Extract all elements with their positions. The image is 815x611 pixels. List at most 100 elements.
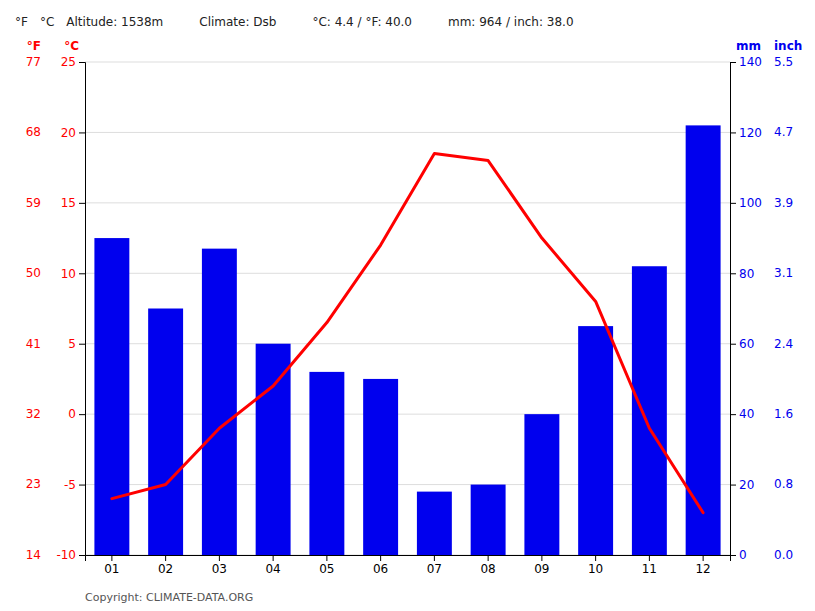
secondary-tick-label: 4.7 xyxy=(774,125,793,139)
secondary-tick-label: 5.5 xyxy=(774,55,793,69)
bar xyxy=(148,309,183,556)
chart: 010203040506070809101112-10-505101520250… xyxy=(0,0,815,611)
tick-label: 11 xyxy=(642,562,657,576)
tick-mark xyxy=(488,555,489,561)
secondary-tick-label: 41 xyxy=(26,337,41,351)
bar xyxy=(524,414,559,555)
tick-mark xyxy=(326,555,327,561)
tick-mark xyxy=(730,555,736,556)
tick-mark xyxy=(703,555,704,561)
tick-mark xyxy=(730,414,736,415)
tick-label: 08 xyxy=(480,562,495,576)
tick: 25 xyxy=(61,55,85,69)
tick: 60 xyxy=(730,337,754,351)
bar xyxy=(309,372,344,555)
axis-line xyxy=(86,556,731,562)
tick-mark xyxy=(730,132,736,133)
secondary-tick-label: 0.0 xyxy=(774,548,793,562)
tick-mark xyxy=(79,414,85,415)
tick: 100 xyxy=(730,196,762,210)
tick-label: -10 xyxy=(56,548,76,562)
tick-mark xyxy=(380,555,381,561)
tick: 10 xyxy=(61,267,85,281)
tick-mark xyxy=(730,62,736,63)
axis-title: °F xyxy=(27,39,41,53)
tick-label: 02 xyxy=(158,562,173,576)
tick: 140 xyxy=(730,55,762,69)
axis-line xyxy=(79,63,86,556)
tick-label: 09 xyxy=(534,562,549,576)
bar xyxy=(632,266,667,555)
plot-area xyxy=(94,125,720,555)
tick-label: 0 xyxy=(739,548,747,562)
tick: 15 xyxy=(61,196,85,210)
bar xyxy=(578,326,613,555)
tick: 20 xyxy=(730,478,754,492)
tick-mark xyxy=(730,203,736,204)
tick-mark xyxy=(79,62,85,63)
secondary-tick-label: 59 xyxy=(26,196,41,210)
y2-axis: 0 20 40 60 80 100 120 140 xyxy=(730,55,762,562)
tick-label: 10 xyxy=(588,562,603,576)
secondary-tick-label: 2.4 xyxy=(774,337,793,351)
tick-label: 60 xyxy=(739,337,754,351)
tick: 11 xyxy=(642,555,657,576)
tick: 40 xyxy=(730,407,754,421)
tick-mark xyxy=(79,203,85,204)
tick: -5 xyxy=(64,478,85,492)
tick-label: 120 xyxy=(739,126,762,140)
secondary-tick-label: 23 xyxy=(26,477,41,491)
secondary-tick-label: 50 xyxy=(26,266,41,280)
secondary-tick-label: 3.9 xyxy=(774,196,793,210)
bar xyxy=(471,485,506,555)
secondary-tick-label: 32 xyxy=(26,407,41,421)
grid xyxy=(85,62,730,555)
tick-label: 04 xyxy=(265,562,280,576)
tick: 80 xyxy=(730,267,754,281)
tick: 06 xyxy=(373,555,388,576)
tick: 0 xyxy=(68,407,85,421)
tick: 08 xyxy=(480,555,495,576)
tick-label: 20 xyxy=(739,478,754,492)
tick: 10 xyxy=(588,555,603,576)
tick-label: 10 xyxy=(61,267,76,281)
tick: 04 xyxy=(265,555,280,576)
bar xyxy=(417,492,452,555)
axis-line xyxy=(731,63,737,556)
tick: 20 xyxy=(61,126,85,140)
tick-label: 07 xyxy=(427,562,442,576)
bar xyxy=(94,238,129,555)
tick-label: 100 xyxy=(739,196,762,210)
tick-mark xyxy=(219,555,220,561)
tick-label: 25 xyxy=(61,55,76,69)
tick-mark xyxy=(79,344,85,345)
tick-label: 05 xyxy=(319,562,334,576)
tick-label: 140 xyxy=(739,55,762,69)
secondary-tick-label: 77 xyxy=(26,55,41,69)
tick: 120 xyxy=(730,126,762,140)
tick: 03 xyxy=(212,555,227,576)
tick: 05 xyxy=(319,555,334,576)
x-axis: 010203040506070809101112 xyxy=(86,555,731,576)
tick-label: 03 xyxy=(212,562,227,576)
line xyxy=(112,154,703,513)
subtitle: °C: 4.4 / °F: 40.0 xyxy=(312,15,412,29)
tick: 07 xyxy=(427,555,442,576)
tick-label: 5 xyxy=(68,337,76,351)
tick-mark xyxy=(273,555,274,561)
tick-mark xyxy=(541,555,542,561)
tick-mark xyxy=(79,485,85,486)
tick-label: 15 xyxy=(61,196,76,210)
tick-label: 80 xyxy=(739,267,754,281)
subtitle: °C xyxy=(40,15,54,29)
secondary-tick-label: 68 xyxy=(26,125,41,139)
tick-mark xyxy=(730,344,736,345)
subtitle: mm: 964 / inch: 38.0 xyxy=(448,15,574,29)
texts: °Cmm°F1423324150596877inch0.00.81.62.43.… xyxy=(15,15,802,604)
tick-mark xyxy=(434,555,435,561)
tick: 0 xyxy=(730,548,747,562)
grid-line xyxy=(85,62,730,63)
secondary-tick-label: 1.6 xyxy=(774,407,793,421)
grid-line xyxy=(85,202,730,203)
tick-mark xyxy=(730,485,736,486)
